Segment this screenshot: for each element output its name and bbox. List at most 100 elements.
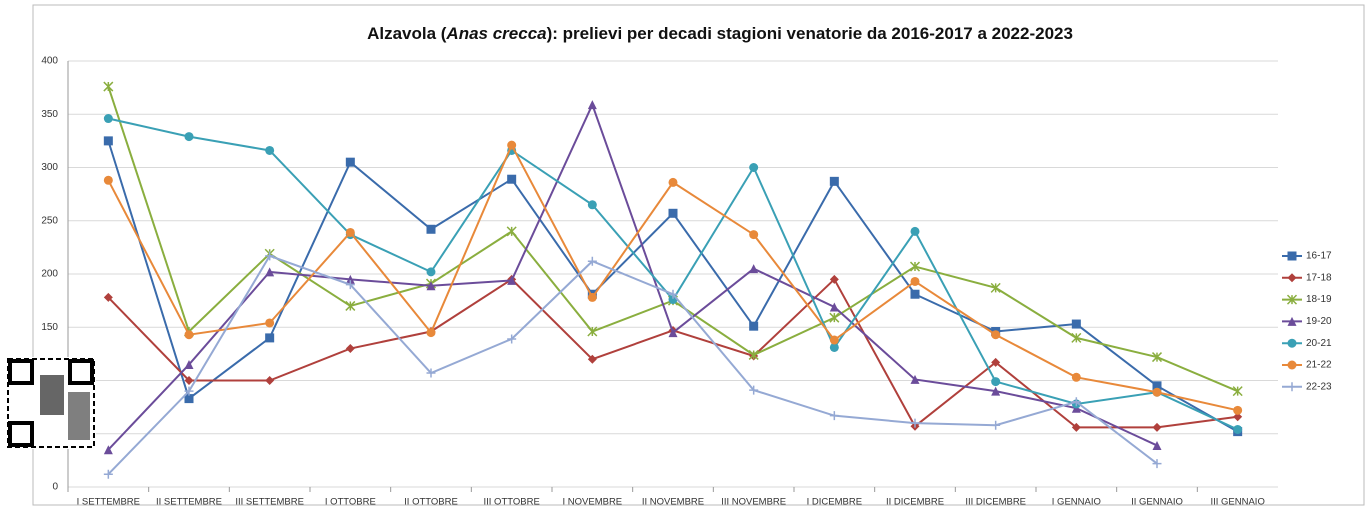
- marker: [748, 349, 759, 360]
- marker: [1152, 459, 1162, 469]
- marker: [910, 289, 920, 299]
- y-tick-label: 0: [52, 482, 58, 493]
- marker: [426, 281, 436, 291]
- y-tick-label: 200: [41, 269, 58, 280]
- marker: [506, 226, 517, 237]
- marker: [749, 264, 759, 274]
- x-tick-label: I SETTEMBRE: [77, 497, 140, 508]
- title-part: ): prelievi per decadi stagioni venatori…: [547, 24, 1073, 43]
- marker: [345, 274, 355, 284]
- x-tick-label: III OTTOBRE: [484, 497, 540, 508]
- marker: [1287, 251, 1297, 261]
- title-part: Anas crecca: [445, 24, 546, 43]
- marker: [265, 376, 275, 385]
- x-tick-label: I GENNAIO: [1052, 497, 1101, 508]
- marker: [749, 321, 759, 331]
- chart-title: Alzavola (Anas crecca): prelievi per dec…: [367, 24, 1073, 43]
- marker: [103, 136, 113, 146]
- marker: [1152, 387, 1162, 397]
- marker: [184, 360, 194, 370]
- marker: [507, 275, 517, 285]
- x-tick-label: I DICEMBRE: [807, 497, 862, 508]
- legend-label: 16-17: [1306, 251, 1332, 262]
- marker: [1287, 338, 1297, 348]
- legend-label: 21-22: [1306, 360, 1332, 371]
- marker: [1071, 422, 1081, 432]
- y-tick-label: 350: [41, 109, 58, 120]
- legend-label: 22-23: [1306, 381, 1332, 392]
- marker: [1152, 440, 1162, 450]
- legend-label: 20-21: [1306, 338, 1332, 349]
- legend-label: 18-19: [1306, 294, 1332, 305]
- marker: [1071, 332, 1082, 343]
- marker: [991, 330, 1001, 340]
- marker: [1152, 422, 1162, 432]
- marker: [1071, 319, 1081, 329]
- marker: [668, 328, 678, 338]
- marker: [829, 302, 839, 312]
- x-tick-label: I NOVEMBRE: [563, 497, 623, 508]
- x-tick-label: II GENNAIO: [1131, 497, 1183, 508]
- marker: [829, 342, 839, 352]
- marker: [1071, 397, 1081, 407]
- series-line: [107, 102, 1158, 451]
- x-tick-label: II DICEMBRE: [886, 497, 944, 508]
- marker: [668, 208, 678, 218]
- marker: [668, 289, 678, 299]
- marker: [829, 274, 839, 284]
- marker: [265, 267, 275, 277]
- y-tick-label: 150: [41, 322, 58, 333]
- marker: [1233, 405, 1243, 415]
- x-tick-label: III DICEMBRE: [965, 497, 1026, 508]
- marker: [587, 200, 597, 210]
- marker: [426, 328, 436, 338]
- marker: [668, 177, 678, 187]
- marker: [587, 292, 597, 302]
- x-tick-label: III SETTEMBRE: [235, 497, 304, 508]
- title-part: Alzavola (: [367, 24, 447, 43]
- marker: [910, 226, 920, 236]
- y-tick-label: 400: [41, 56, 58, 67]
- marker: [749, 230, 759, 240]
- y-tick-label: 300: [41, 162, 58, 173]
- x-tick-label: II NOVEMBRE: [642, 497, 704, 508]
- marker: [426, 224, 436, 234]
- x-tick-label: III NOVEMBRE: [721, 497, 786, 508]
- marker: [1152, 381, 1162, 391]
- legend-label: 17-18: [1306, 272, 1332, 283]
- marker: [749, 163, 759, 172]
- marker: [829, 176, 839, 186]
- marker: [507, 174, 517, 184]
- x-tick-label: II SETTEMBRE: [156, 497, 222, 508]
- marker: [587, 256, 597, 266]
- marker: [345, 157, 355, 167]
- marker: [909, 261, 921, 272]
- marker: [103, 81, 114, 92]
- marker: [345, 300, 356, 311]
- marker: [507, 334, 517, 344]
- marker: [103, 469, 113, 479]
- marker: [829, 411, 839, 421]
- marker: [1287, 382, 1297, 392]
- marker: [829, 312, 840, 323]
- marker: [1286, 294, 1298, 305]
- marker: [1233, 424, 1243, 434]
- marker: [1287, 316, 1297, 326]
- x-tick-label: II OTTOBRE: [404, 497, 458, 508]
- marker: [991, 357, 1001, 367]
- marker: [991, 377, 1001, 387]
- marker: [749, 385, 759, 395]
- marker: [103, 292, 113, 302]
- marker: [184, 386, 194, 396]
- marker: [587, 326, 598, 337]
- chart-frame: [32, 4, 1365, 506]
- qr-code: [6, 357, 96, 449]
- marker: [345, 227, 355, 237]
- marker: [103, 175, 113, 185]
- x-tick-label: I OTTOBRE: [325, 497, 376, 508]
- marker: [265, 251, 275, 261]
- marker: [265, 333, 275, 343]
